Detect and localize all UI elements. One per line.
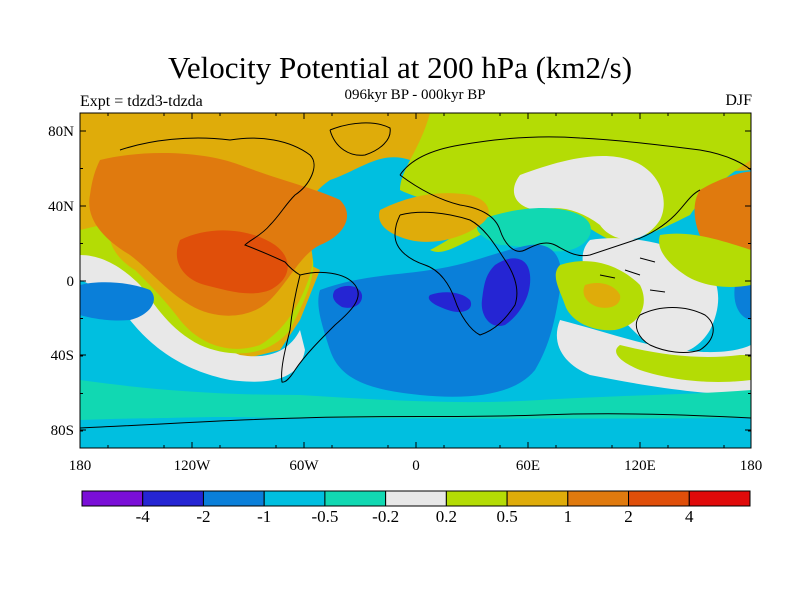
lon-label: 0 bbox=[412, 458, 420, 474]
colorbar-label: 4 bbox=[685, 507, 694, 526]
contour-blue-dateline bbox=[734, 280, 751, 320]
colorbar-swatch bbox=[628, 490, 690, 507]
contour-lime-farEast bbox=[659, 233, 751, 287]
contour-darkblue-africa bbox=[481, 258, 531, 326]
colorbar-label: -1 bbox=[257, 507, 272, 526]
colorbar-label: 2 bbox=[624, 507, 633, 526]
coast-eurasia bbox=[399, 136, 751, 257]
colorbar-swatch bbox=[506, 490, 569, 507]
colorbar-swatch bbox=[385, 490, 447, 507]
lat-label: 0 bbox=[67, 274, 75, 290]
lon-label: 60W bbox=[289, 458, 319, 474]
lon-label: 120E bbox=[624, 458, 656, 474]
contour-gold-maritime bbox=[583, 283, 621, 308]
colorbar-swatch bbox=[688, 490, 751, 507]
coast-maritime-islands bbox=[599, 257, 666, 293]
coast-africa bbox=[394, 211, 518, 336]
colorbar-swatch bbox=[142, 490, 204, 507]
colorbar-label: -0.5 bbox=[311, 507, 339, 526]
contour-blue-westpacific bbox=[80, 282, 154, 321]
colorbar-label: 1 bbox=[563, 507, 573, 526]
lon-label: 60E bbox=[516, 458, 540, 474]
colorbar-swatch bbox=[263, 490, 326, 507]
colorbar-label: -2 bbox=[196, 507, 211, 526]
latitude-axis: 80N 40N 0 40S 80S bbox=[48, 124, 751, 439]
contour-teal-southernocean bbox=[80, 380, 751, 423]
colorbar bbox=[81, 490, 751, 507]
longitude-axis: 180 120W 60W 0 60E 120E 180 bbox=[69, 113, 763, 474]
colorbar-swatch bbox=[567, 490, 630, 507]
lon-label: 180 bbox=[69, 458, 92, 474]
chart-subtitle: 096kyr BP - 000kyr BP bbox=[344, 87, 486, 103]
coast-australia bbox=[635, 307, 714, 353]
coast-greenland bbox=[329, 122, 391, 156]
chart-title: Velocity Potential at 200 hPa (km2/s) bbox=[167, 50, 633, 85]
contour-darkblue-southatlantic bbox=[428, 292, 472, 312]
coast-north-america bbox=[119, 137, 315, 276]
lat-label: 80S bbox=[51, 423, 74, 439]
colorbar-swatch bbox=[202, 490, 265, 507]
contour-darkblue-brazil bbox=[332, 285, 363, 308]
colorbar-swatch bbox=[324, 490, 387, 507]
experiment-label: Expt = tdzd3-tdzda bbox=[80, 93, 203, 110]
contour-fill-layer bbox=[80, 113, 751, 448]
lon-label: 120W bbox=[174, 458, 212, 474]
lat-label: 40N bbox=[48, 199, 74, 215]
colorbar-swatch bbox=[445, 490, 508, 507]
colorbar-label: 0.5 bbox=[496, 507, 518, 526]
colorbar-label: -4 bbox=[135, 507, 150, 526]
lon-label: 180 bbox=[740, 458, 763, 474]
season-label: DJF bbox=[725, 92, 752, 109]
lat-label: 40S bbox=[51, 348, 74, 364]
contour-redorange-core bbox=[176, 230, 288, 294]
colorbar-labels: -4 -2 -1 -0.5 -0.2 0.2 0.5 1 2 4 bbox=[0, 507, 800, 531]
contour-lime-southern bbox=[616, 345, 751, 382]
colorbar-label: -0.2 bbox=[372, 507, 400, 526]
contour-cyan-antarctic bbox=[80, 417, 751, 448]
lat-label: 80N bbox=[48, 124, 74, 140]
coastlines bbox=[80, 122, 751, 429]
contour-gray-northeast bbox=[513, 155, 664, 240]
coast-antarctica bbox=[80, 413, 751, 429]
colorbar-swatch bbox=[81, 490, 144, 507]
colorbar-label: 0.2 bbox=[435, 507, 457, 526]
coast-south-america bbox=[281, 272, 359, 383]
